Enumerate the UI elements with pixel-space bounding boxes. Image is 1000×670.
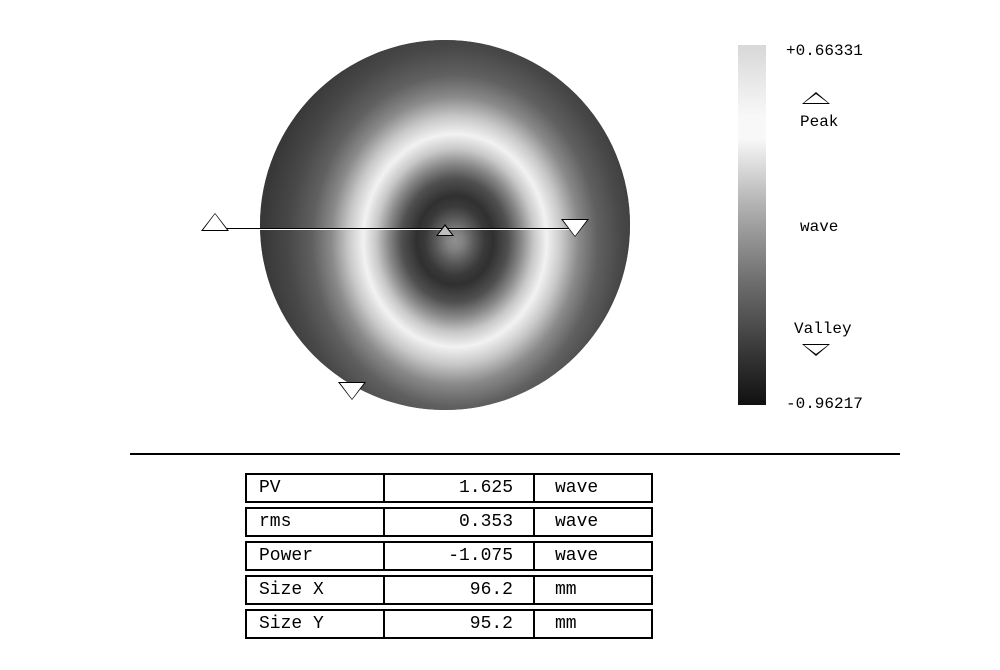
cell-unit: mm bbox=[535, 575, 653, 605]
cell-unit: wave bbox=[535, 507, 653, 537]
marker-center-icon bbox=[438, 226, 452, 235]
cell-unit: wave bbox=[535, 541, 653, 571]
colorbar-top-value: +0.66331 bbox=[786, 42, 863, 60]
colorbar-bottom-value: -0.96217 bbox=[786, 395, 863, 413]
colorbar-valley-label: Valley bbox=[794, 320, 852, 338]
cell-value: -1.075 bbox=[385, 541, 535, 571]
cell-value: 96.2 bbox=[385, 575, 535, 605]
cell-unit: mm bbox=[535, 609, 653, 639]
table-row: rms 0.353 wave bbox=[245, 507, 653, 537]
marker-bottom-icon[interactable] bbox=[340, 383, 364, 399]
marker-right-icon[interactable] bbox=[563, 220, 587, 236]
cell-name: Power bbox=[245, 541, 385, 571]
table-row: PV 1.625 wave bbox=[245, 473, 653, 503]
colorbar-valley-icon-fill bbox=[804, 345, 828, 354]
cell-name: Size X bbox=[245, 575, 385, 605]
marker-left-icon[interactable] bbox=[203, 214, 227, 230]
colorbar-peak-icon-fill bbox=[804, 94, 828, 103]
colorbar-peak-label: Peak bbox=[800, 113, 838, 131]
cell-value: 0.353 bbox=[385, 507, 535, 537]
table-row: Size X 96.2 mm bbox=[245, 575, 653, 605]
measurements-table: PV 1.625 wave rms 0.353 wave Power -1.07… bbox=[245, 473, 653, 643]
table-row: Size Y 95.2 mm bbox=[245, 609, 653, 639]
cell-value: 1.625 bbox=[385, 473, 535, 503]
cell-name: Size Y bbox=[245, 609, 385, 639]
cell-unit: wave bbox=[535, 473, 653, 503]
section-divider bbox=[130, 453, 900, 455]
cell-name: rms bbox=[245, 507, 385, 537]
cell-value: 95.2 bbox=[385, 609, 535, 639]
cell-name: PV bbox=[245, 473, 385, 503]
colorbar-unit-label: wave bbox=[800, 218, 838, 236]
figure-canvas: +0.66331 Peak wave Valley -0.96217 PV 1.… bbox=[0, 0, 1000, 670]
table-row: Power -1.075 wave bbox=[245, 541, 653, 571]
profile-line bbox=[215, 228, 575, 230]
colorbar bbox=[738, 45, 766, 405]
